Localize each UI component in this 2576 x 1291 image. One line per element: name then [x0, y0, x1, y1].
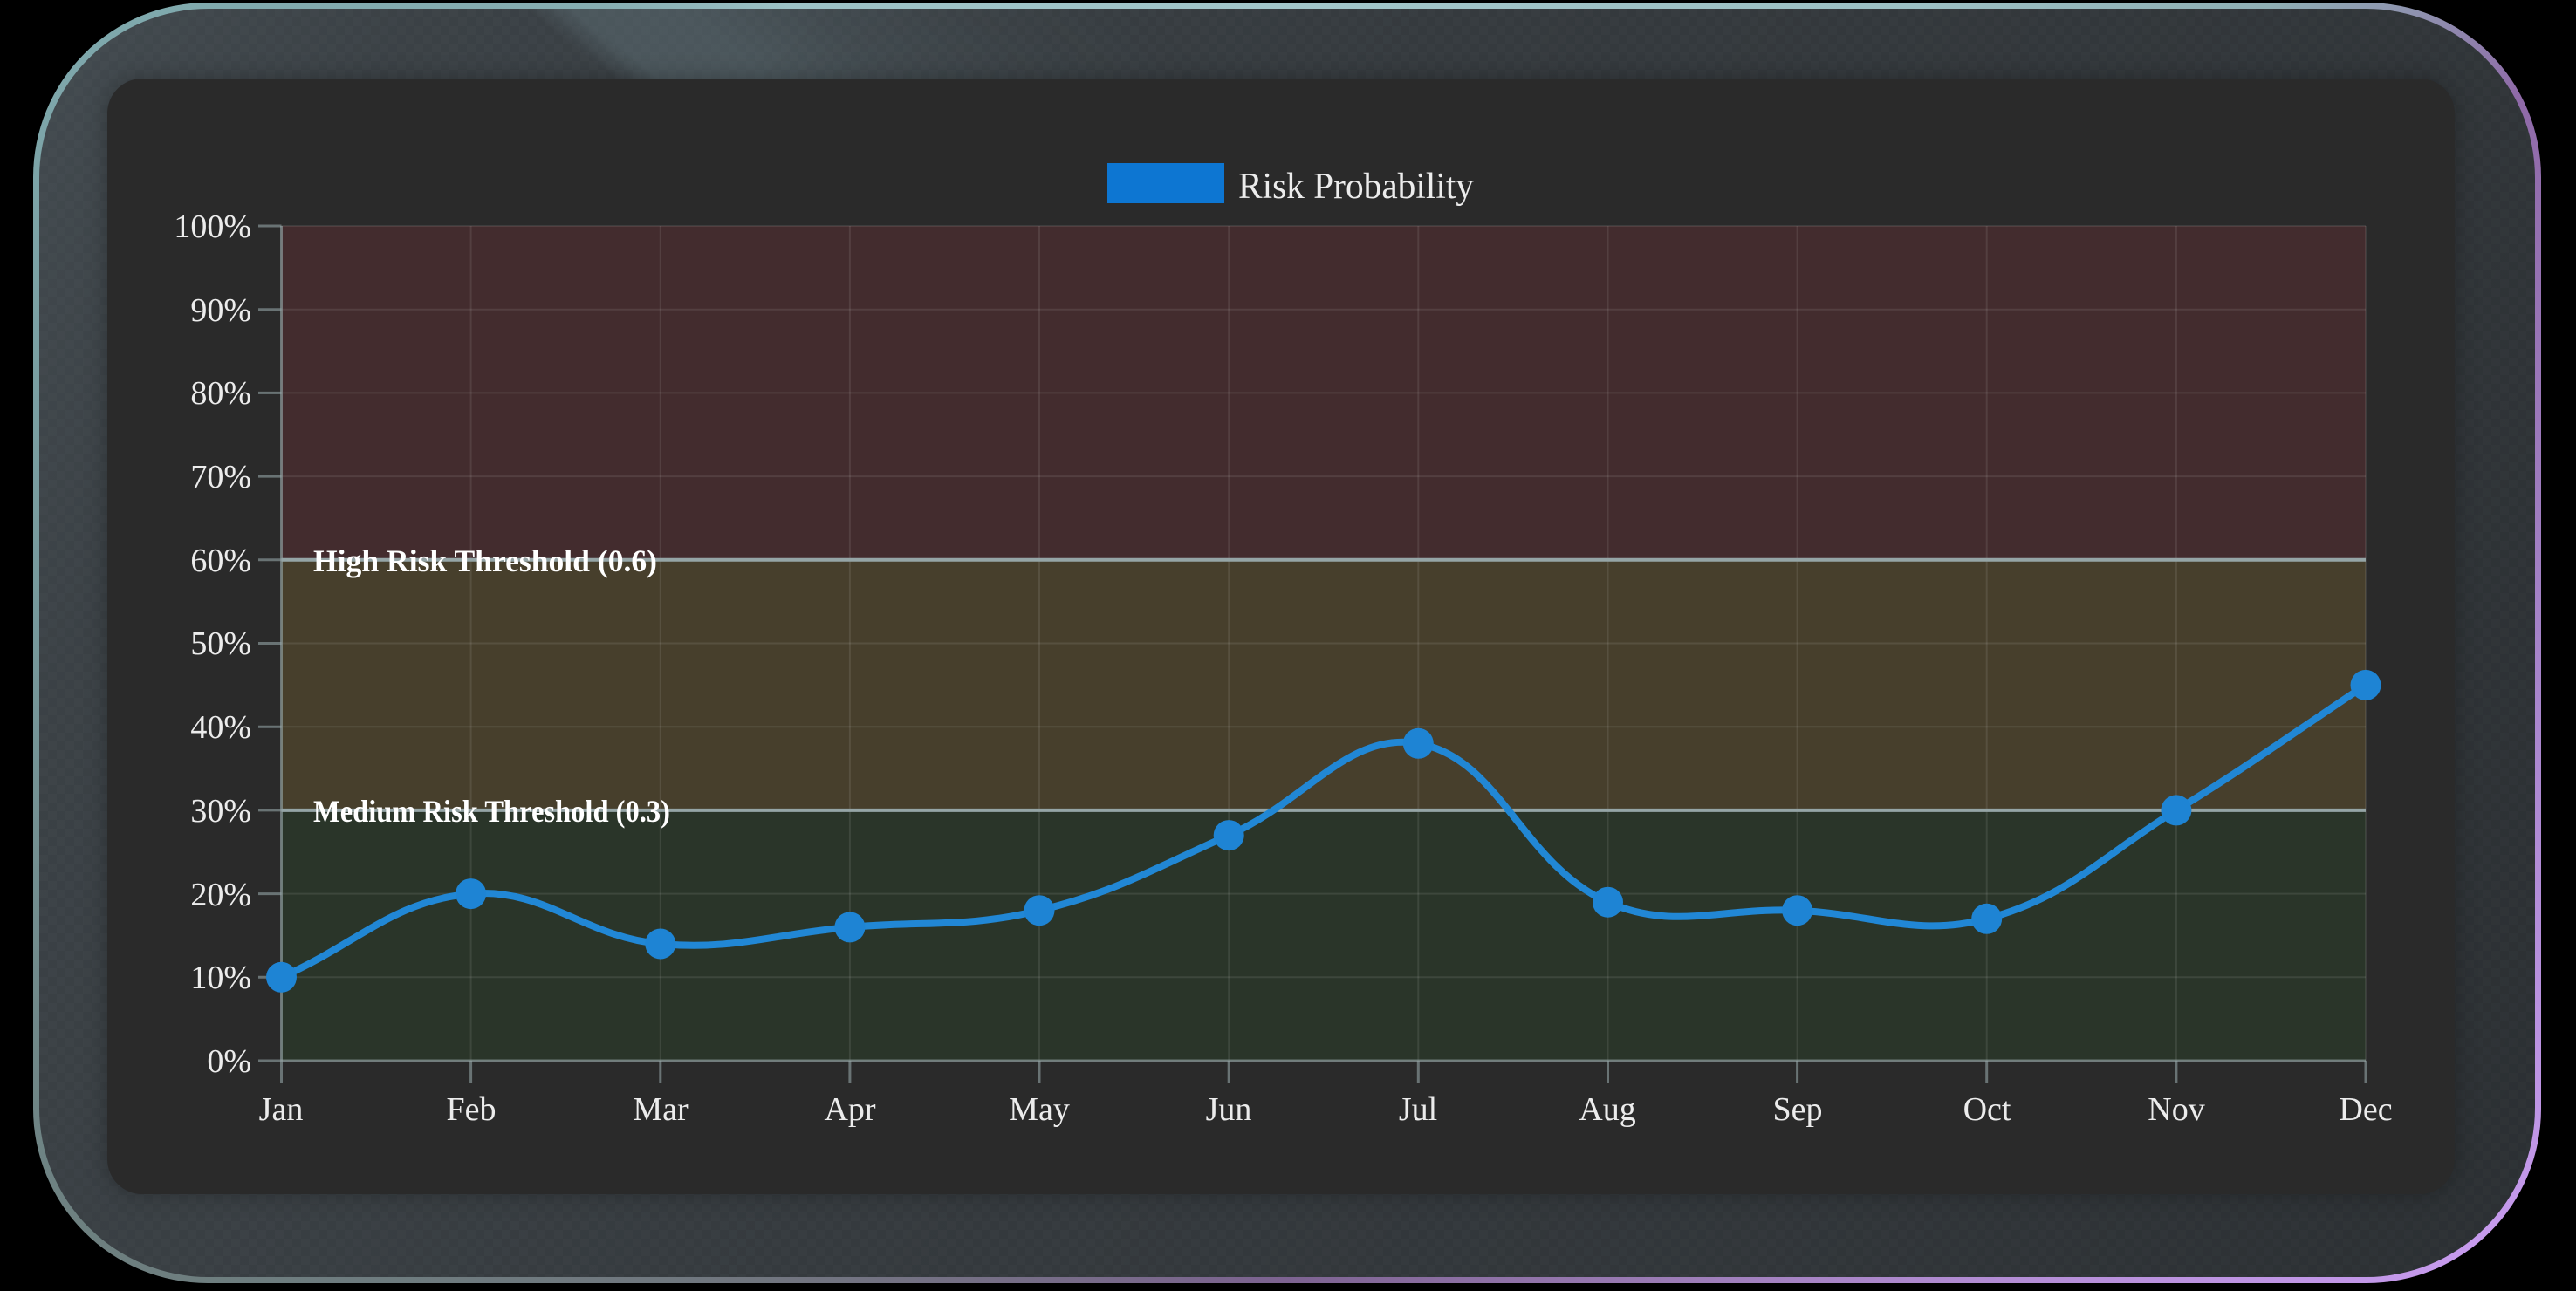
svg-text:0%: 0%	[207, 1043, 251, 1080]
svg-text:50%: 50%	[190, 625, 251, 662]
svg-text:Nov: Nov	[2148, 1091, 2204, 1128]
svg-text:Jul: Jul	[1399, 1091, 1437, 1128]
svg-text:Oct: Oct	[1963, 1091, 2011, 1128]
svg-text:May: May	[1009, 1091, 1070, 1128]
svg-text:Feb: Feb	[447, 1091, 497, 1128]
svg-text:High Risk Threshold (0.6): High Risk Threshold (0.6)	[313, 543, 657, 578]
svg-text:Risk Probability: Risk Probability	[1238, 167, 1474, 207]
svg-text:Dec: Dec	[2339, 1091, 2392, 1128]
svg-text:Medium Risk Threshold (0.3): Medium Risk Threshold (0.3)	[313, 794, 670, 829]
svg-text:60%: 60%	[190, 543, 251, 579]
svg-text:20%: 20%	[190, 877, 251, 913]
svg-text:40%: 40%	[190, 709, 251, 746]
svg-text:10%: 10%	[190, 960, 251, 996]
svg-text:Sep: Sep	[1773, 1091, 1823, 1128]
svg-text:90%: 90%	[190, 292, 251, 329]
svg-text:Apr: Apr	[824, 1091, 875, 1128]
svg-text:Jan: Jan	[259, 1091, 304, 1128]
svg-text:Mar: Mar	[633, 1091, 689, 1128]
svg-text:80%: 80%	[190, 375, 251, 412]
svg-text:100%: 100%	[174, 208, 251, 245]
svg-text:70%: 70%	[190, 459, 251, 495]
svg-text:Aug: Aug	[1579, 1091, 1635, 1128]
svg-text:30%: 30%	[190, 793, 251, 830]
svg-text:Jun: Jun	[1206, 1091, 1252, 1128]
